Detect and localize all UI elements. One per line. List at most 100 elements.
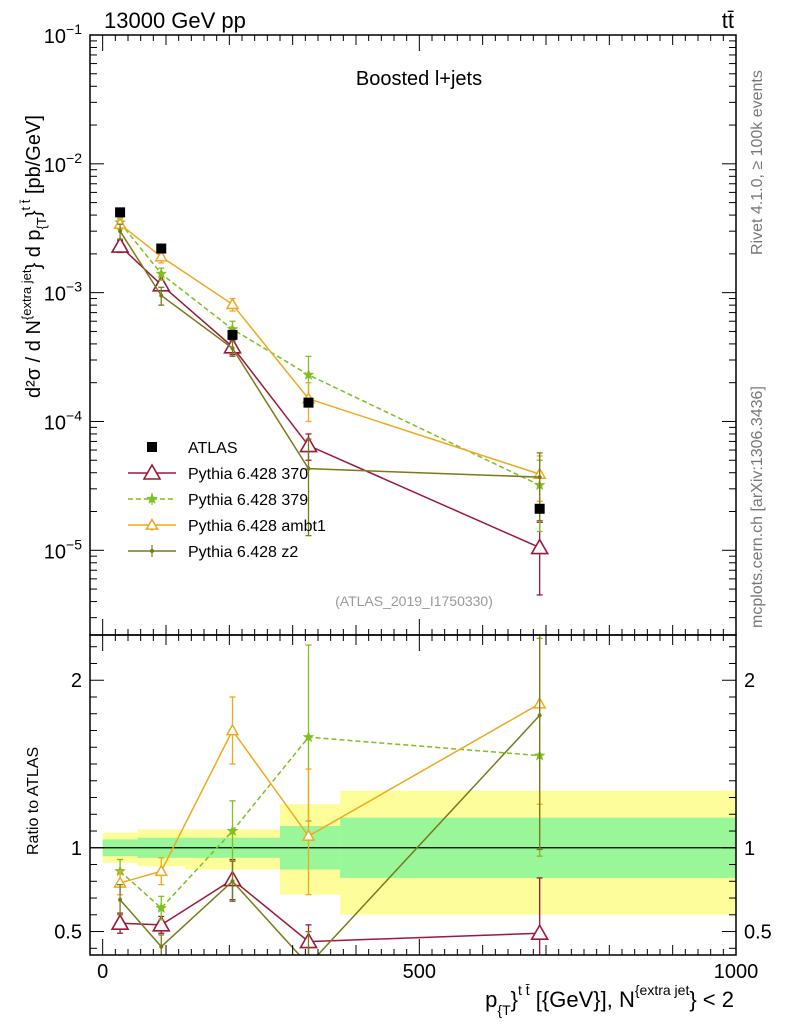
main-series-pythia-6-428-z2 — [117, 223, 543, 537]
legend-entry: Pythia 6.428 379 — [128, 492, 308, 509]
y-tick-label: 10−1 — [44, 21, 82, 48]
main-ylabel-sup1: {extra jet — [19, 269, 34, 320]
data-point — [118, 897, 123, 902]
data-point — [155, 267, 168, 279]
data-point — [225, 723, 240, 736]
analysis-label: (ATLAS_2019_I1750330) — [335, 593, 493, 609]
data-point — [301, 829, 316, 841]
legend-marker — [150, 549, 154, 553]
main-ylabel-sub: {T — [34, 217, 49, 229]
ratio-panel: 0 500 1000 0.5 0.5 1 1 2 2 — [54, 635, 772, 983]
legend-entry: Pythia 6.428 z2 — [128, 544, 298, 561]
legend-entry: Pythia 6.428 370 — [128, 463, 308, 483]
data-point — [159, 944, 164, 949]
main-y-axis: 10−5 10−4 10−3 10−2 10−1 — [44, 21, 736, 619]
legend-marker — [142, 463, 162, 480]
data-point — [230, 346, 235, 351]
x-axis: 0 500 1000 — [97, 635, 758, 983]
main-ylabel-end: } — [23, 210, 45, 217]
xlabel-sup: t t̄ — [518, 982, 530, 998]
data-point — [118, 229, 123, 234]
data-point — [151, 915, 171, 932]
atlas-data-point — [115, 207, 126, 218]
ratio-y-axis-label: Ratio to ATLAS — [25, 747, 42, 855]
main-title: Boosted l+jets — [356, 68, 482, 90]
xlabel-tail: } < 2 — [689, 987, 734, 1012]
data-point — [537, 713, 542, 718]
main-series-pythia-6-428-379 — [114, 216, 546, 533]
ratio-y-tick-label-right: 1 — [744, 838, 755, 860]
xlabel-sub: {T — [497, 1002, 511, 1018]
legend-label: Pythia 6.428 379 — [188, 492, 308, 509]
data-point — [155, 901, 168, 914]
data-point — [530, 923, 550, 941]
series-line — [119, 222, 540, 486]
main-ylabel-mid: } d p — [23, 229, 45, 269]
data-point — [110, 913, 130, 930]
data-point — [226, 824, 239, 837]
legend: ATLAS Pythia 6.428 370 Pythia 6.428 379 Pyt… — [128, 440, 326, 561]
series-line — [119, 245, 540, 549]
atlas-data-point — [156, 243, 167, 254]
data-point — [307, 963, 311, 967]
ratio-y-tick-label: 0.5 — [54, 922, 82, 944]
data-point — [302, 730, 315, 743]
main-series-pythia-6-428-ambt1 — [113, 217, 547, 502]
ratio-y-axis: 0.5 0.5 1 1 2 2 — [54, 646, 772, 949]
x-tick-label: 0 — [97, 961, 108, 983]
main-y-axis-label: d²σ / d N{extra jet} d p{T}t t̄ [pb/GeV] — [18, 115, 49, 398]
y-tick-label: 10−4 — [44, 407, 82, 434]
y-tick-label: 10−5 — [44, 536, 82, 563]
ratio-y-tick-label-right: 0.5 — [744, 922, 772, 944]
data-point — [306, 466, 311, 471]
xlabel-base: p — [485, 987, 497, 1012]
rivet-label: Rivet 4.1.0, ≥ 100k events — [749, 70, 766, 255]
legend-marker — [146, 492, 158, 505]
process-label: tt̄ — [722, 8, 734, 33]
ratio-y-tick-label: 1 — [71, 838, 82, 860]
data-point — [230, 879, 235, 884]
x-tick-label: 1000 — [714, 961, 759, 983]
main-ylabel-base: d²σ / d N — [23, 320, 45, 398]
legend-entry: Pythia 6.428 ambt1 — [128, 517, 326, 535]
main-ylabel-sup2: t t̄ — [18, 199, 33, 210]
data-point — [537, 475, 542, 480]
x-tick-label: 500 — [403, 961, 436, 983]
legend-label: ATLAS — [188, 440, 238, 457]
y-tick-label: 10−3 — [44, 279, 82, 306]
legend-entry: ATLAS — [147, 440, 238, 457]
series-line — [119, 230, 540, 478]
xlabel-end: [{GeV}], N — [530, 987, 635, 1012]
main-panel: 10−5 10−4 10−3 10−2 10−1 — [44, 21, 737, 635]
ratio-series-pythia-6-428-z2 — [117, 635, 543, 967]
main-frame — [89, 34, 737, 636]
xlabel-mid: } — [511, 987, 518, 1012]
mcplots-label: mcplots.cern.ch [arXiv:1306.3436] — [749, 386, 766, 628]
atlas-data-point — [534, 503, 545, 514]
x-axis-label: p{T}t t̄ [{GeV}], N{extra jet} < 2 — [485, 982, 734, 1018]
main-ylabel-unit: [pb/GeV] — [23, 115, 45, 200]
legend-marker — [147, 442, 157, 452]
ratio-plot-area — [90, 635, 736, 967]
legend-label: Pythia 6.428 ambt1 — [188, 518, 326, 535]
data-point — [302, 368, 315, 380]
legend-label: Pythia 6.428 370 — [188, 466, 308, 483]
ratio-y-tick-label-right: 2 — [744, 670, 755, 692]
ratio-y-tick-label: 2 — [71, 670, 82, 692]
data-point — [154, 864, 169, 877]
data-point — [159, 293, 164, 298]
series-line — [119, 223, 540, 475]
atlas-data-point — [303, 397, 314, 408]
data-point — [110, 236, 130, 253]
data-point — [530, 537, 550, 555]
energy-label: 13000 GeV pp — [104, 8, 246, 33]
data-point — [154, 249, 169, 262]
y-tick-label: 10−2 — [44, 150, 82, 177]
ratio-frame — [89, 634, 737, 956]
atlas-data-point — [227, 329, 238, 340]
main-plot-area — [110, 207, 550, 596]
legend-marker — [145, 517, 159, 530]
legend-label: Pythia 6.428 z2 — [188, 544, 298, 561]
data-point — [225, 297, 240, 310]
